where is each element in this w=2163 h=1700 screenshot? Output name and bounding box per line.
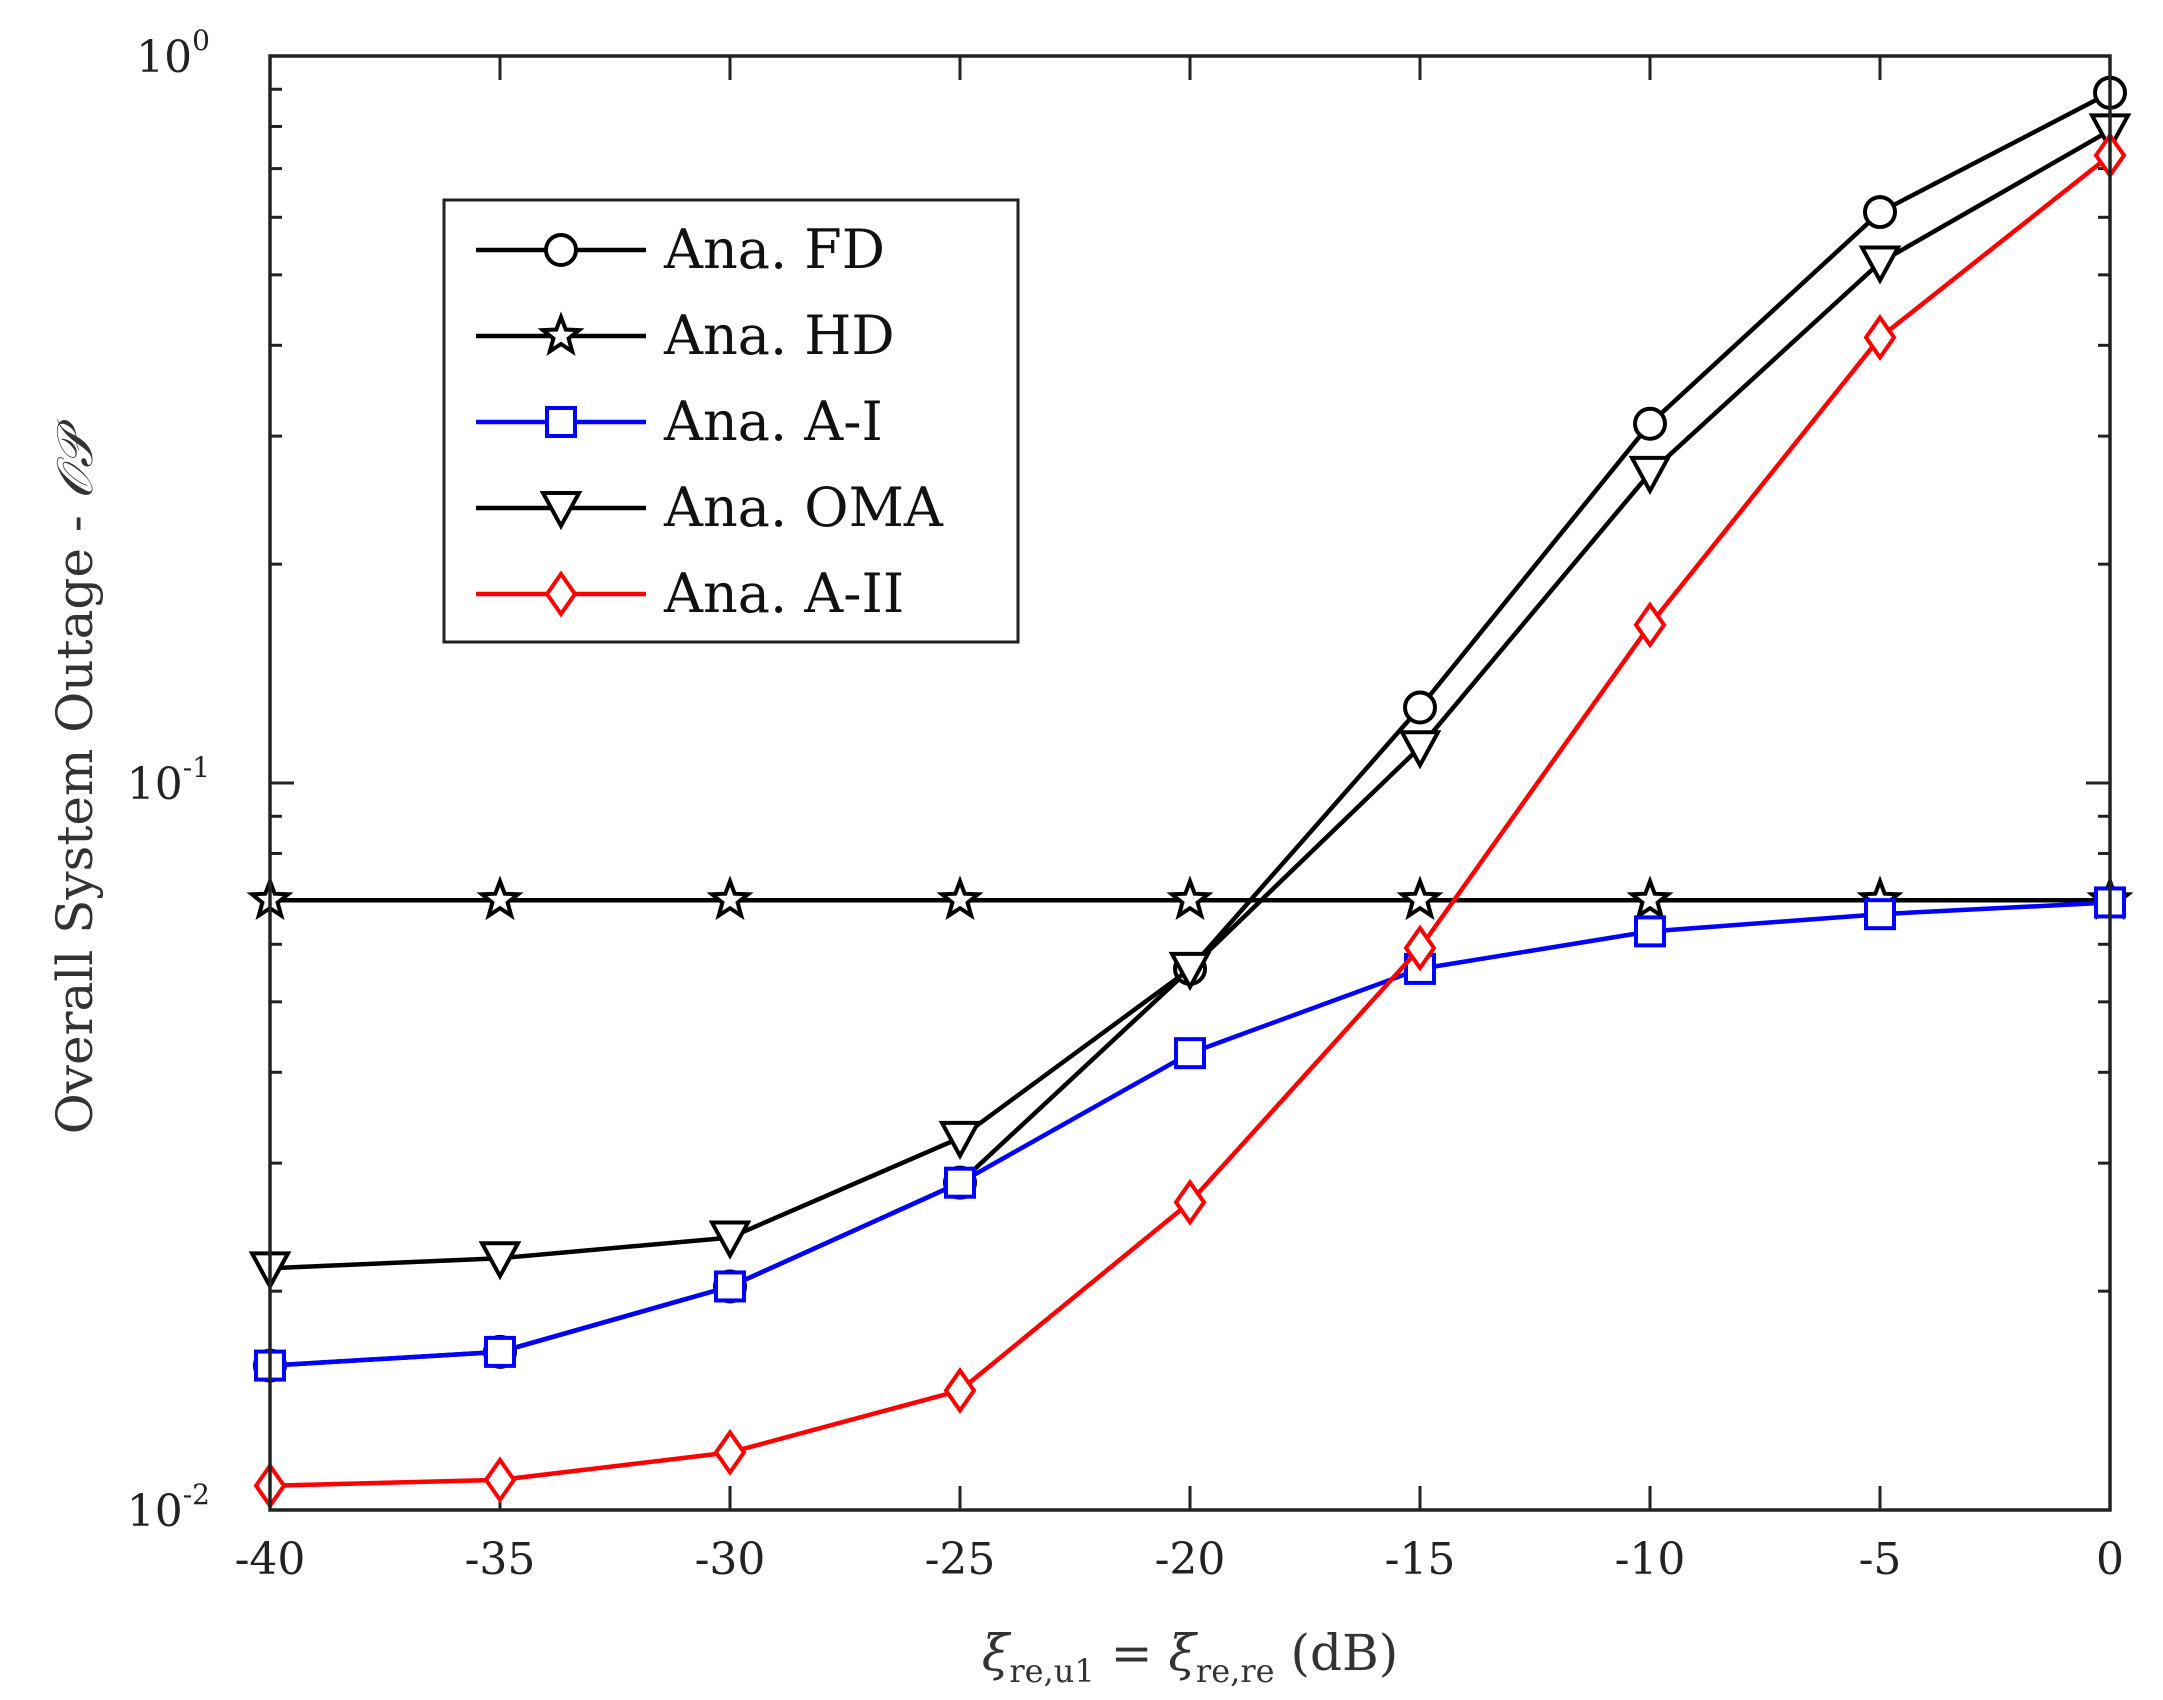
data-point-ana-oma — [708, 1220, 752, 1260]
data-point-ana-hd — [936, 875, 984, 921]
x-axis-unit: (dB) — [1275, 1624, 1399, 1682]
data-point-ana-fd — [1863, 195, 1897, 230]
data-point-ana-a-i — [1864, 898, 1896, 931]
data-point-ana-a-i — [714, 1270, 746, 1303]
data-point-ana-hd — [1166, 875, 1214, 921]
data-point-ana-a-ii — [1863, 314, 1897, 361]
data-point-ana-hd — [1626, 875, 1674, 921]
y-axis-title: Overall System Outage - 𝒪𝒫 — [46, 419, 104, 1134]
x-tick-label: 0 — [2096, 1534, 2124, 1585]
legend-label-ana-fd: Ana. FD — [663, 218, 885, 281]
legend-marker-ana-oma — [539, 491, 583, 531]
legend-entry-ana-a-ii: Ana. A-II — [476, 562, 904, 625]
x-tick-label: -40 — [235, 1534, 306, 1585]
data-point-ana-hd — [706, 875, 754, 921]
y-tick-base: 10 — [136, 32, 192, 83]
data-point-ana-a-ii — [1633, 601, 1667, 649]
legend-marker-ana-hd — [537, 311, 585, 357]
x-axis-equals: = ξ — [1095, 1624, 1199, 1682]
y-axis-symbol: 𝒪𝒫 — [46, 419, 104, 499]
x-tick-label: -25 — [925, 1534, 996, 1585]
data-point-ana-a-i — [1634, 915, 1666, 948]
legend-label-ana-oma: Ana. OMA — [663, 476, 944, 539]
legend-label-ana-a-ii: Ana. A-II — [663, 562, 904, 625]
series-ana-a-i — [254, 886, 2126, 1382]
y-tick-base: 10 — [127, 759, 183, 810]
data-point-ana-fd — [1633, 406, 1667, 441]
legend-label-ana-a-i: Ana. A-I — [663, 390, 883, 453]
data-point-ana-a-ii — [713, 1428, 747, 1476]
series-ana-oma — [248, 113, 2132, 1291]
series-layer — [246, 75, 2134, 1510]
y-tick-base: 10 — [127, 1486, 183, 1537]
y-tick-exponent: -1 — [183, 751, 210, 784]
x-tick-label: -5 — [1859, 1534, 1902, 1585]
data-point-ana-a-i — [484, 1335, 516, 1368]
x-tick-label: -30 — [695, 1534, 766, 1585]
x-tick-label: -10 — [1615, 1534, 1686, 1585]
data-point-ana-oma — [1628, 455, 1672, 496]
y-tick-exponent: 0 — [192, 24, 210, 57]
data-point-ana-fd — [1403, 690, 1437, 725]
y-tick-label: 10-1 — [127, 751, 210, 810]
data-point-ana-hd — [476, 875, 524, 921]
x-tick-labels: -40 -35 -30 -25 -20 -15 -10 -5 0 — [235, 1534, 2124, 1585]
data-point-ana-a-i — [1174, 1037, 1206, 1070]
data-point-ana-a-ii — [1403, 924, 1437, 972]
y-tick-exponent: -2 — [183, 1478, 210, 1511]
x-tick-label: -35 — [465, 1534, 536, 1585]
data-point-ana-a-ii — [483, 1456, 517, 1504]
y-axis-label: Overall System Outage - — [46, 499, 104, 1134]
data-point-ana-a-i — [944, 1166, 976, 1199]
legend-marker-ana-fd — [544, 233, 578, 267]
data-point-ana-oma — [478, 1241, 522, 1281]
data-point-ana-oma — [1858, 245, 1902, 285]
data-point-ana-a-ii — [1173, 1178, 1207, 1226]
legend: Ana. FD Ana. HD Ana. A-I Ana. OMA Ana. A-II — [442, 198, 1020, 644]
legend-marker-ana-a-i — [545, 406, 577, 438]
data-point-ana-a-ii — [943, 1367, 977, 1415]
x-tick-label: -15 — [1385, 1534, 1456, 1585]
data-point-ana-oma — [938, 1120, 982, 1161]
legend-marker-ana-a-ii — [544, 570, 578, 618]
x-tick-label: -20 — [1155, 1534, 1226, 1585]
legend-entry-ana-hd: Ana. HD — [476, 304, 895, 367]
legend-entry-ana-a-i: Ana. A-I — [476, 390, 883, 453]
y-tick-label: 10-2 — [127, 1478, 210, 1537]
legend-entry-ana-fd: Ana. FD — [476, 218, 885, 281]
legend-label-ana-hd: Ana. HD — [663, 304, 895, 367]
x-axis-title: ξre,u1 = ξre,re (dB) — [982, 1624, 1398, 1690]
x-axis-subscript-1: re,u1 — [1009, 1652, 1094, 1690]
legend-entry-ana-oma: Ana. OMA — [476, 476, 944, 539]
data-point-ana-oma — [1398, 730, 1442, 770]
data-point-ana-hd — [1396, 875, 1444, 921]
x-axis-subscript-2: re,re — [1196, 1652, 1275, 1690]
plot-frame — [268, 54, 2112, 1512]
x-axis-symbol-1: ξ — [982, 1624, 1012, 1682]
data-point-ana-oma — [1168, 951, 1212, 992]
y-tick-label: 100 — [136, 24, 210, 83]
